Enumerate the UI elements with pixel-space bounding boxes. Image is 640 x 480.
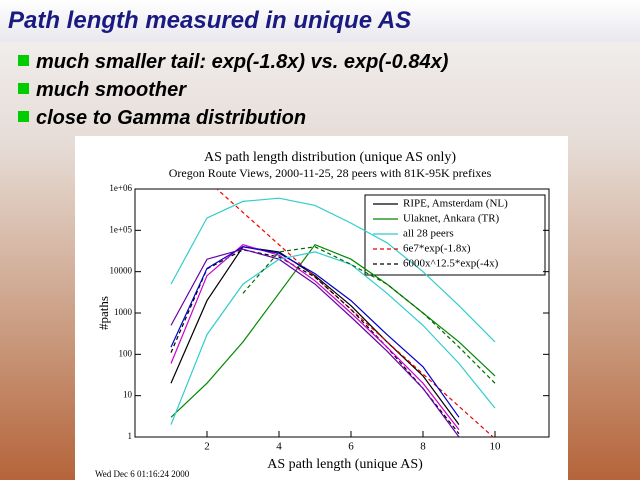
slide-title: Path length measured in unique AS [0, 0, 640, 42]
x-tick-label: 8 [420, 441, 426, 453]
y-tick-label: 100 [119, 348, 133, 358]
series-line [170, 248, 460, 437]
legend-box [364, 194, 546, 276]
chart-background [75, 136, 568, 480]
legend-label: all 28 peers [403, 228, 454, 240]
bullet-text: much smoother [36, 79, 187, 101]
chart-subtitle: Oregon Route Views, 2000-11-25, 28 peers… [169, 166, 492, 180]
legend-label: Ulaknet, Ankara (TR) [403, 213, 500, 225]
series-line [170, 246, 460, 418]
legend-label: 6e7*exp(-1.8x) [403, 243, 471, 255]
x-tick-label: 4 [276, 441, 282, 453]
series-line [170, 251, 496, 425]
y-tick-label: 1e+05 [109, 224, 132, 234]
bullet: close to Gamma distribution [18, 107, 306, 130]
x-tick-label: 6 [348, 441, 354, 453]
bullet-text: much smaller tail: exp(-1.8x) vs. exp(-0… [36, 51, 449, 73]
series-line [170, 197, 496, 343]
series-line [170, 243, 496, 418]
y-tick-label: 1 [128, 431, 133, 441]
chart-title: AS path length distribution (unique AS o… [204, 150, 456, 165]
series-line [170, 246, 460, 425]
y-tick-label: 1e+06 [109, 183, 132, 193]
bullet: much smaller tail: exp(-1.8x) vs. exp(-0… [18, 51, 448, 74]
legend-label: 6000x^12.5*exp(-4x) [403, 258, 499, 270]
x-axis-label: AS path length (unique AS) [267, 457, 423, 472]
y-tick-label: 10000 [110, 266, 133, 276]
x-tick-label: 10 [490, 441, 502, 453]
series-line [170, 249, 460, 435]
bullet: much smoother [18, 79, 186, 102]
footnote: Wed Dec 6 01:16:24 2000 [95, 469, 190, 479]
series-line [242, 246, 496, 384]
y-tick-label: 1000 [114, 307, 133, 317]
legend-label: RIPE, Amsterdam (NL) [403, 198, 508, 210]
y-axis-label: #paths [96, 296, 111, 330]
y-tick-label: 10 [123, 390, 133, 400]
bullet-text: close to Gamma distribution [36, 107, 307, 129]
series-line [170, 244, 460, 431]
x-tick-label: 2 [204, 441, 210, 453]
plot-lines [170, 189, 496, 437]
series-line [216, 189, 495, 437]
